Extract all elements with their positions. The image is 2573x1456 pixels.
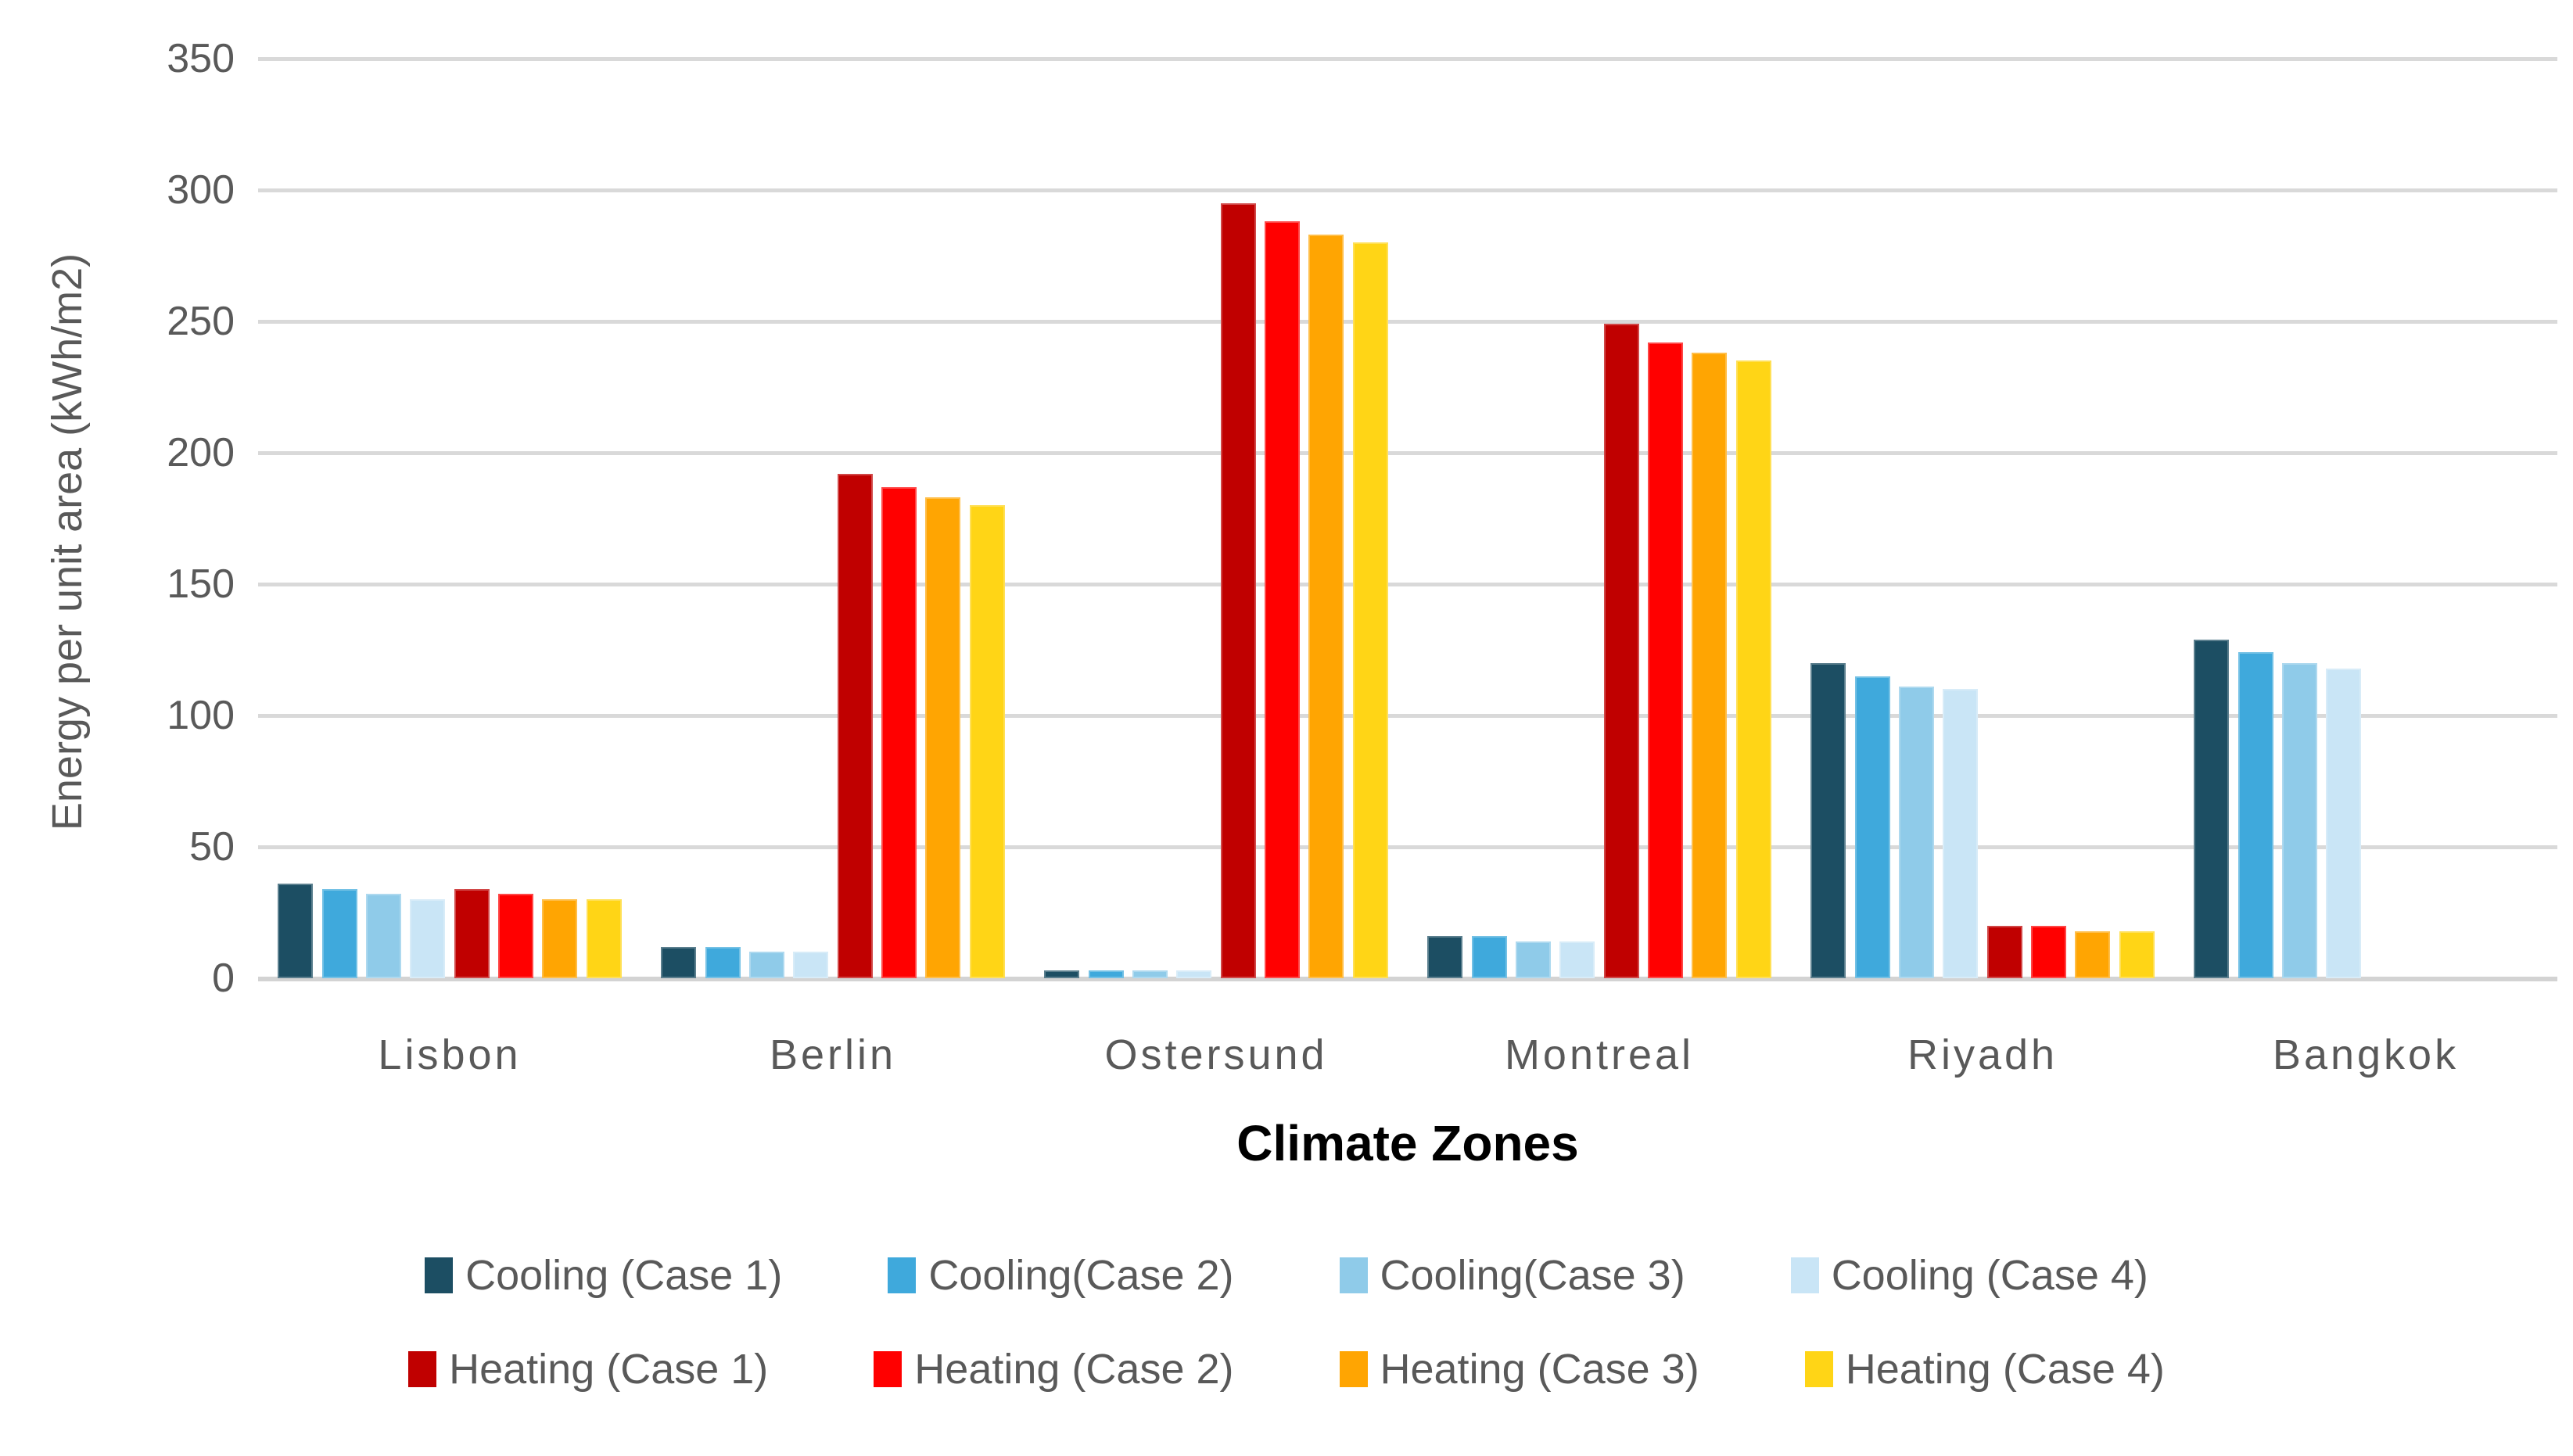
bar-ostersund-heating-case-4 [1352, 242, 1388, 978]
legend-label-cooling-case-3: Cooling(Case 3) [1380, 1252, 1685, 1299]
bar-riyadh-heating-case-2 [2031, 925, 2066, 978]
legend-item-cooling-case-1: Cooling (Case 1) [425, 1251, 782, 1300]
legend-swatch-cooling-case-4 [1790, 1257, 1819, 1293]
bar-lisbon-cooling-case-1 [278, 884, 314, 978]
bar-montreal-heating-case-2 [1648, 342, 1683, 978]
bar-berlin-heating-case-1 [837, 473, 873, 978]
category-label-ostersund: Ostersund [1104, 1031, 1328, 1078]
bar-riyadh-heating-case-3 [2075, 931, 2111, 978]
legend-item-cooling-case-3: Cooling(Case 3) [1339, 1251, 1685, 1300]
gridline-0 [258, 977, 2557, 981]
bar-montreal-cooling-case-3 [1516, 941, 1551, 978]
legend-label-heating-case-4: Heating (Case 4) [1845, 1346, 2165, 1393]
legend-row-1: Cooling (Case 1) Cooling(Case 2) Cooling(C… [425, 1251, 2148, 1300]
legend-item-heating-case-3: Heating (Case 3) [1339, 1345, 1699, 1393]
bar-riyadh-heating-case-1 [1986, 925, 2022, 978]
bar-ostersund-cooling-case-1 [1044, 970, 1080, 978]
bar-ostersund-cooling-case-3 [1132, 970, 1168, 978]
legend-swatch-cooling-case-2 [888, 1257, 917, 1293]
legend-swatch-cooling-case-3 [1339, 1257, 1368, 1293]
gridline-350 [258, 57, 2557, 61]
bar-lisbon-cooling-case-3 [366, 894, 401, 978]
bar-bangkok-cooling-case-4 [2326, 668, 2362, 978]
legend-label-heating-case-3: Heating (Case 3) [1380, 1346, 1699, 1393]
bar-berlin-heating-case-3 [925, 497, 961, 978]
legend-swatch-heating-case-3 [1339, 1351, 1368, 1387]
legend-item-heating-case-1: Heating (Case 1) [408, 1345, 768, 1393]
y-tick-label-350: 350 [167, 36, 235, 81]
bar-berlin-heating-case-2 [881, 486, 917, 978]
bar-ostersund-heating-case-1 [1220, 203, 1256, 978]
y-tick-label-50: 50 [189, 824, 235, 870]
legend-swatch-cooling-case-1 [425, 1257, 454, 1293]
bar-berlin-cooling-case-2 [705, 946, 741, 978]
legend-item-cooling-case-4: Cooling (Case 4) [1790, 1251, 2148, 1300]
legend-row-2: Heating (Case 1) Heating (Case 2) Heating … [408, 1345, 2165, 1393]
bar-lisbon-heating-case-4 [586, 899, 622, 978]
bar-lisbon-heating-case-1 [454, 888, 490, 978]
category-label-lisbon: Lisbon [378, 1031, 522, 1078]
bar-riyadh-heating-case-4 [2119, 931, 2155, 978]
bar-berlin-heating-case-4 [969, 505, 1005, 978]
bar-riyadh-cooling-case-1 [1810, 662, 1846, 978]
bar-ostersund-heating-case-2 [1265, 221, 1300, 978]
legend-label-heating-case-1: Heating (Case 1) [449, 1346, 769, 1393]
legend-label-cooling-case-2: Cooling(Case 2) [928, 1252, 1234, 1299]
bar-montreal-cooling-case-2 [1471, 936, 1507, 978]
bar-riyadh-cooling-case-2 [1854, 676, 1890, 978]
legend-swatch-heating-case-4 [1804, 1351, 1833, 1387]
bar-riyadh-cooling-case-4 [1943, 689, 1979, 978]
bar-lisbon-heating-case-3 [542, 899, 578, 978]
legend-label-heating-case-2: Heating (Case 2) [914, 1346, 1234, 1393]
gridline-100 [258, 714, 2557, 718]
legend-item-heating-case-2: Heating (Case 2) [874, 1345, 1234, 1393]
bar-montreal-heating-case-1 [1603, 324, 1639, 978]
bar-ostersund-cooling-case-4 [1176, 970, 1212, 978]
bar-ostersund-cooling-case-2 [1088, 970, 1124, 978]
legend-item-heating-case-4: Heating (Case 4) [1804, 1345, 2165, 1393]
gridline-200 [258, 451, 2557, 455]
legend-label-cooling-case-4: Cooling (Case 4) [1831, 1252, 2148, 1299]
y-tick-label-0: 0 [212, 956, 235, 1001]
plot-area [258, 57, 2557, 981]
gridline-150 [258, 583, 2557, 586]
y-axis-title: Energy per unit area (kWh/m2) [44, 253, 91, 831]
bar-riyadh-cooling-case-3 [1899, 687, 1934, 978]
bar-ostersund-heating-case-3 [1308, 235, 1344, 978]
legend-swatch-heating-case-1 [408, 1351, 437, 1387]
category-label-berlin: Berlin [769, 1031, 897, 1078]
bar-montreal-heating-case-3 [1692, 353, 1728, 978]
gridline-300 [258, 188, 2557, 192]
chart-legend: Cooling (Case 1) Cooling(Case 2) Cooling(C… [0, 1251, 2573, 1393]
y-tick-label-100: 100 [167, 693, 235, 738]
bar-berlin-cooling-case-3 [749, 952, 784, 978]
legend-swatch-heating-case-2 [874, 1351, 903, 1387]
y-tick-label-150: 150 [167, 561, 235, 607]
bar-lisbon-cooling-case-4 [410, 899, 446, 978]
category-label-bangkok: Bangkok [2272, 1031, 2460, 1078]
bar-bangkok-cooling-case-3 [2282, 662, 2317, 978]
legend-label-cooling-case-1: Cooling (Case 1) [465, 1252, 783, 1299]
legend-item-cooling-case-2: Cooling(Case 2) [888, 1251, 1234, 1300]
x-axis-title: Climate Zones [1236, 1115, 1579, 1171]
y-tick-label-200: 200 [167, 430, 235, 475]
gridline-50 [258, 845, 2557, 849]
bar-berlin-cooling-case-1 [661, 946, 697, 978]
bar-montreal-cooling-case-1 [1427, 936, 1463, 978]
bar-bangkok-cooling-case-2 [2237, 652, 2273, 978]
bar-montreal-cooling-case-4 [1559, 941, 1595, 978]
category-label-montreal: Montreal [1504, 1031, 1695, 1078]
gridline-250 [258, 320, 2557, 324]
bar-montreal-heating-case-4 [1735, 360, 1771, 978]
bar-lisbon-cooling-case-2 [321, 888, 357, 978]
bar-bangkok-cooling-case-1 [2194, 639, 2230, 978]
category-label-riyadh: Riyadh [1907, 1031, 2058, 1078]
y-tick-label-300: 300 [167, 167, 235, 213]
bar-lisbon-heating-case-2 [498, 894, 533, 978]
bar-berlin-cooling-case-4 [793, 952, 829, 978]
y-tick-label-250: 250 [167, 299, 235, 344]
